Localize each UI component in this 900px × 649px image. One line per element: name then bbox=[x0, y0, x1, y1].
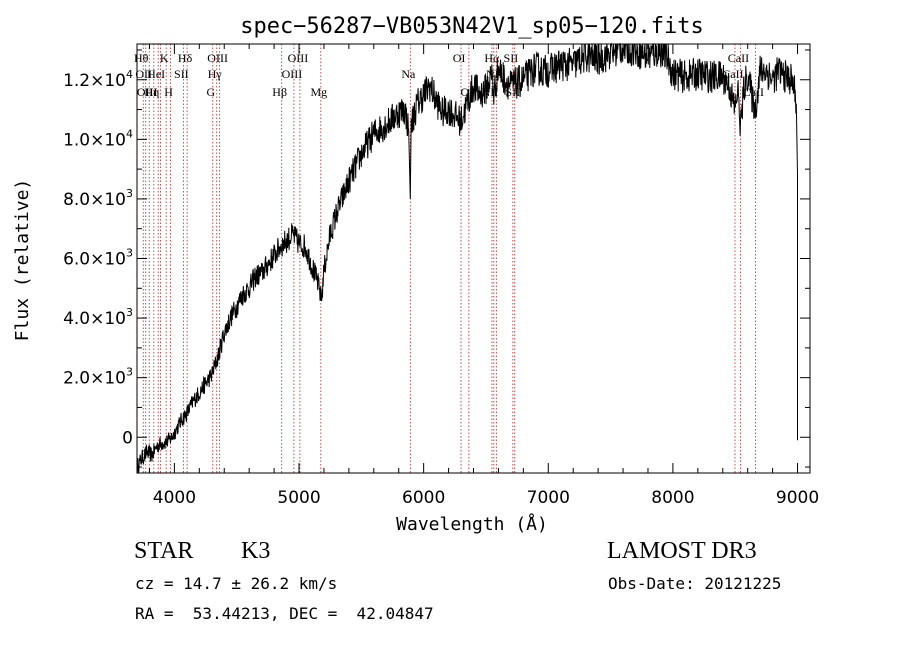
coordinates: RA = 53.44213, DEC = 42.04847 bbox=[135, 604, 434, 623]
spectral-line-label: Na bbox=[401, 67, 416, 81]
y-tick-label: 1.2×104 bbox=[63, 68, 133, 91]
spectral-line-label: SII bbox=[504, 51, 519, 65]
x-axis-label: Wavelength (Å) bbox=[396, 513, 548, 535]
x-tick-label: 7000 bbox=[527, 488, 570, 508]
x-axis-ticks: 4000 5000 6000 7000 8000 9000 bbox=[148, 44, 819, 508]
y-tick-label-exponent: 4 bbox=[126, 127, 133, 140]
spectral-line-label: Hβ bbox=[272, 85, 287, 99]
spectral-line-label: Hα bbox=[484, 51, 500, 65]
spectral-line-label: Hδ bbox=[178, 51, 193, 65]
y-axis-label: Flux (relative) bbox=[12, 179, 33, 342]
y-tick-label: 1.0×104 bbox=[63, 127, 133, 150]
object-subclass: K3 bbox=[241, 538, 271, 564]
y-tick-label-exponent: 3 bbox=[126, 366, 133, 379]
y-tick-label-base: 1.0×10 bbox=[63, 130, 126, 150]
survey-name: LAMOST DR3 bbox=[607, 538, 757, 564]
spectral-line-label: HeI bbox=[147, 67, 165, 81]
spectral-line-label: OI bbox=[453, 51, 466, 65]
y-tick-label-exponent: 4 bbox=[126, 68, 133, 81]
y-tick-label-base: 6.0×10 bbox=[63, 250, 126, 270]
y-tick-label-base: 1.2×10 bbox=[63, 71, 126, 91]
spectral-line-label: SII bbox=[174, 67, 189, 81]
y-axis-ticks: 02.0×1034.0×1036.0×1038.0×1031.0×1041.2×… bbox=[63, 49, 810, 468]
spectral-line-label: G bbox=[206, 85, 215, 99]
x-tick-label: 5000 bbox=[277, 488, 320, 508]
x-tick-label: 4000 bbox=[153, 488, 196, 508]
chart-title: spec−56287−VB053N42V1_sp05−120.fits bbox=[240, 14, 704, 39]
y-tick-label: 6.0×103 bbox=[63, 247, 133, 270]
spectral-line-label: OIII bbox=[137, 85, 158, 99]
y-tick-label-base: 0 bbox=[122, 428, 133, 448]
plot-frame bbox=[136, 43, 811, 474]
spectral-line-label: H bbox=[164, 85, 173, 99]
spectral-line-label: OIII bbox=[288, 51, 309, 65]
obs-date: Obs-Date: 20121225 bbox=[608, 574, 782, 593]
spectrum-line bbox=[136, 42, 798, 474]
spectral-line-label: CaII bbox=[728, 51, 749, 65]
y-tick-label-exponent: 3 bbox=[126, 306, 133, 319]
spectral-line-label: Mg bbox=[310, 85, 327, 99]
spectral-line-label: CaII bbox=[722, 67, 743, 81]
y-tick-label-base: 4.0×10 bbox=[63, 309, 126, 329]
spectral-line-label: OIII bbox=[282, 67, 303, 81]
y-tick-label: 8.0×103 bbox=[63, 187, 133, 210]
x-tick-label: 6000 bbox=[402, 488, 445, 508]
y-tick-label: 2.0×103 bbox=[63, 366, 133, 389]
object-class: STAR bbox=[134, 538, 194, 564]
spectral-line-label: OII bbox=[135, 67, 152, 81]
spectral-line-label: Hη bbox=[144, 85, 159, 99]
spectral-line-label: K bbox=[160, 51, 169, 65]
y-tick-label: 0 bbox=[122, 428, 133, 448]
redshift-info: cz = 14.7 ± 26.2 km/s bbox=[135, 574, 338, 593]
x-tick-label: 9000 bbox=[776, 488, 819, 508]
y-tick-label-base: 8.0×10 bbox=[63, 190, 126, 210]
y-tick-label-base: 2.0×10 bbox=[63, 369, 126, 389]
y-tick-label-exponent: 3 bbox=[126, 247, 133, 260]
y-tick-label: 4.0×103 bbox=[63, 306, 133, 329]
spectral-line-label: OIII bbox=[207, 51, 228, 65]
spectral-line-label: Hθ bbox=[134, 51, 149, 65]
spectral-line-label: Hγ bbox=[208, 67, 223, 81]
x-tick-label: 8000 bbox=[651, 488, 694, 508]
y-tick-label-exponent: 3 bbox=[126, 187, 133, 200]
